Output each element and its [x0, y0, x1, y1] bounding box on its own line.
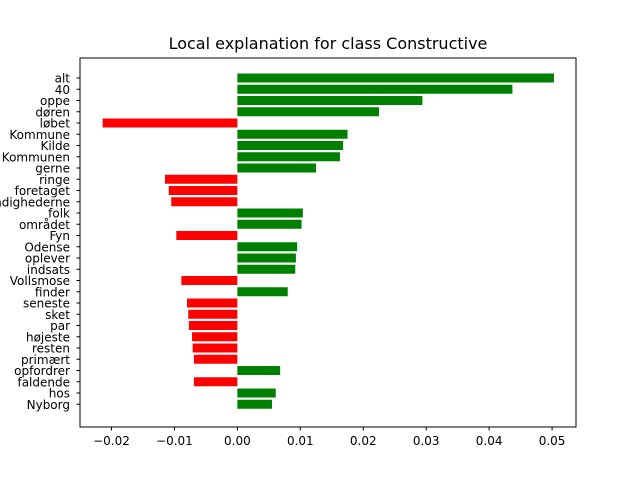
- bar-25: [193, 354, 238, 364]
- y-tick-label-5: Kommune: [9, 128, 70, 142]
- chart-title: Local explanation for class Constructive: [169, 34, 488, 53]
- bar-18: [181, 276, 238, 285]
- bars-group: [102, 73, 554, 409]
- bar-7: [237, 152, 340, 162]
- bar-14: [176, 231, 238, 240]
- x-tick-label-1: −0.01: [156, 434, 193, 448]
- y-tick-label-22: par: [50, 319, 70, 333]
- y-tick-label-10: foretaget: [15, 184, 71, 198]
- axes-frame: [79, 57, 577, 428]
- bar-28: [237, 388, 276, 398]
- bar-26: [237, 366, 281, 375]
- bar-8: [237, 163, 317, 173]
- y-tick-label-9: ringe: [39, 173, 70, 187]
- bar-12: [237, 208, 303, 218]
- y-tick-label-20: seneste: [23, 297, 70, 311]
- y-tick-label-0: alt: [55, 72, 71, 86]
- y-tick-label-7: Kommunen: [2, 150, 70, 164]
- bar-2: [237, 96, 423, 105]
- y-tick-label-27: faldende: [17, 375, 70, 389]
- y-tick-label-17: indsats: [27, 263, 70, 277]
- bar-1: [237, 84, 513, 94]
- y-tick-label-26: opfordrer: [14, 364, 70, 378]
- y-tick-label-4: løbet: [40, 117, 71, 131]
- bar-9: [164, 174, 238, 184]
- x-tick-label-0: −0.02: [93, 434, 130, 448]
- bar-3: [237, 107, 379, 117]
- y-tick-label-19: finder: [35, 285, 70, 299]
- bar-16: [237, 253, 296, 263]
- y-tick-label-23: højeste: [26, 330, 70, 344]
- bar-21: [188, 309, 238, 319]
- y-tick-label-12: folk: [48, 207, 70, 221]
- x-tick-label-5: 0.03: [413, 434, 440, 448]
- y-tick-label-25: primært: [21, 353, 70, 367]
- bar-6: [237, 141, 344, 150]
- bar-17: [237, 264, 296, 274]
- y-tick-label-13: området: [19, 218, 70, 232]
- y-tick-label-16: oplever: [25, 252, 70, 266]
- y-tick-label-18: Vollsmose: [10, 274, 70, 288]
- x-tick-label-6: 0.04: [476, 434, 503, 448]
- y-tick-label-1: 40: [55, 83, 70, 97]
- x-tick-label-4: 0.02: [350, 434, 377, 448]
- bar-29: [237, 399, 272, 409]
- bar-23: [192, 332, 238, 342]
- bar-11: [171, 197, 238, 207]
- x-axis-ticks: −0.02 −0.01 0.00 0.01 0.02 0.03 0.04 0.05: [93, 427, 565, 448]
- bar-0: [237, 73, 554, 83]
- bar-27: [193, 377, 238, 387]
- bar-19: [237, 287, 288, 297]
- y-tick-label-24: resten: [32, 342, 70, 356]
- bar-22: [188, 321, 238, 330]
- y-tick-label-15: Odense: [24, 240, 70, 254]
- y-tick-label-8: gerne: [35, 162, 70, 176]
- bar-4: [102, 118, 238, 128]
- y-tick-label-6: Kilde: [40, 139, 70, 153]
- y-tick-label-3: døren: [35, 105, 70, 119]
- y-axis-ticks: alt40oppedørenløbetKommuneKildeKommuneng…: [0, 72, 80, 412]
- x-tick-label-7: 0.05: [539, 434, 566, 448]
- bar-20: [187, 298, 238, 308]
- y-tick-label-21: sket: [45, 308, 70, 322]
- x-tick-label-3: 0.01: [287, 434, 314, 448]
- plot-frame: [79, 57, 577, 428]
- bar-24: [192, 343, 238, 353]
- bar-15: [237, 242, 298, 252]
- y-tick-label-14: Fyn: [49, 229, 70, 243]
- bar-5: [237, 129, 348, 139]
- bar-10: [168, 186, 238, 195]
- y-tick-label-2: oppe: [40, 94, 70, 108]
- y-tick-label-11: myndighederne: [0, 195, 70, 209]
- bar-13: [237, 219, 302, 229]
- y-tick-label-28: hos: [49, 387, 70, 401]
- y-tick-label-29: Nyborg: [27, 398, 70, 412]
- x-tick-label-2: 0.00: [224, 434, 251, 448]
